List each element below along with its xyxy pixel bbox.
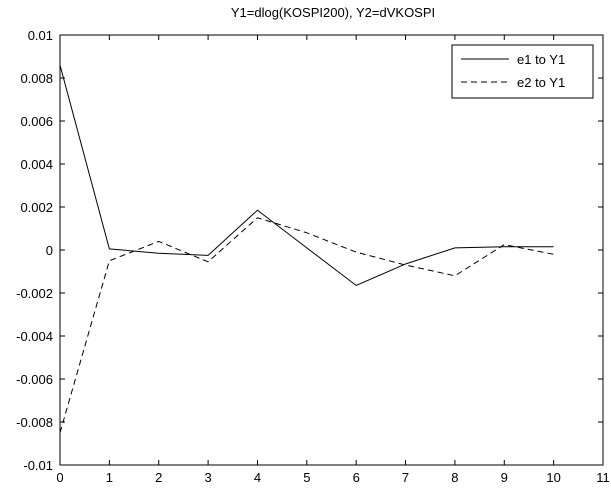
series-line-e1-to-y1 bbox=[59, 64, 554, 287]
legend-label-e2: e2 to Y1 bbox=[517, 75, 565, 90]
y-tick-label: 0.004 bbox=[20, 157, 53, 172]
chart-title: Y1=dlog(KOSPI200), Y2=dVKOSPI bbox=[231, 5, 435, 20]
legend-box bbox=[451, 44, 594, 99]
x-tick-label: 5 bbox=[303, 470, 310, 485]
legend: e1 to Y1 e2 to Y1 bbox=[451, 44, 594, 99]
x-tick-label: 3 bbox=[204, 470, 211, 485]
plot-frame bbox=[59, 34, 604, 466]
y-tick-label: 0 bbox=[46, 243, 53, 258]
x-axis: 0 1 2 3 4 5 6 7 8 9 10 11 bbox=[56, 35, 610, 485]
x-tick-label: 2 bbox=[155, 470, 162, 485]
y-tick-label: -0.004 bbox=[16, 329, 53, 344]
y-tick-label: -0.008 bbox=[16, 415, 53, 430]
y-axis: -0.01 -0.008 -0.006 -0.004 -0.002 0 0.002 0.004… bbox=[16, 28, 603, 473]
x-tick-label: 4 bbox=[254, 470, 261, 485]
x-tick-label: 7 bbox=[402, 470, 409, 485]
x-tick-label: 10 bbox=[546, 470, 560, 485]
x-tick-label: 0 bbox=[56, 470, 63, 485]
y-tick-label: -0.006 bbox=[16, 372, 53, 387]
x-tick-label: 6 bbox=[353, 470, 360, 485]
series-line-e2-to-y1 bbox=[59, 217, 554, 433]
y-tick-label: -0.01 bbox=[23, 458, 53, 473]
x-tick-label: 1 bbox=[106, 470, 113, 485]
y-tick-label: -0.002 bbox=[16, 286, 53, 301]
y-tick-label: 0.008 bbox=[20, 71, 53, 86]
x-tick-label: 9 bbox=[501, 470, 508, 485]
y-tick-label: 0.002 bbox=[20, 200, 53, 215]
y-tick-label: 0.006 bbox=[20, 114, 53, 129]
x-tick-label: 11 bbox=[596, 470, 610, 485]
series-layer bbox=[59, 64, 554, 433]
x-tick-label: 8 bbox=[451, 470, 458, 485]
legend-label-e1: e1 to Y1 bbox=[517, 52, 565, 67]
y-tick-label: 0.01 bbox=[28, 28, 53, 43]
